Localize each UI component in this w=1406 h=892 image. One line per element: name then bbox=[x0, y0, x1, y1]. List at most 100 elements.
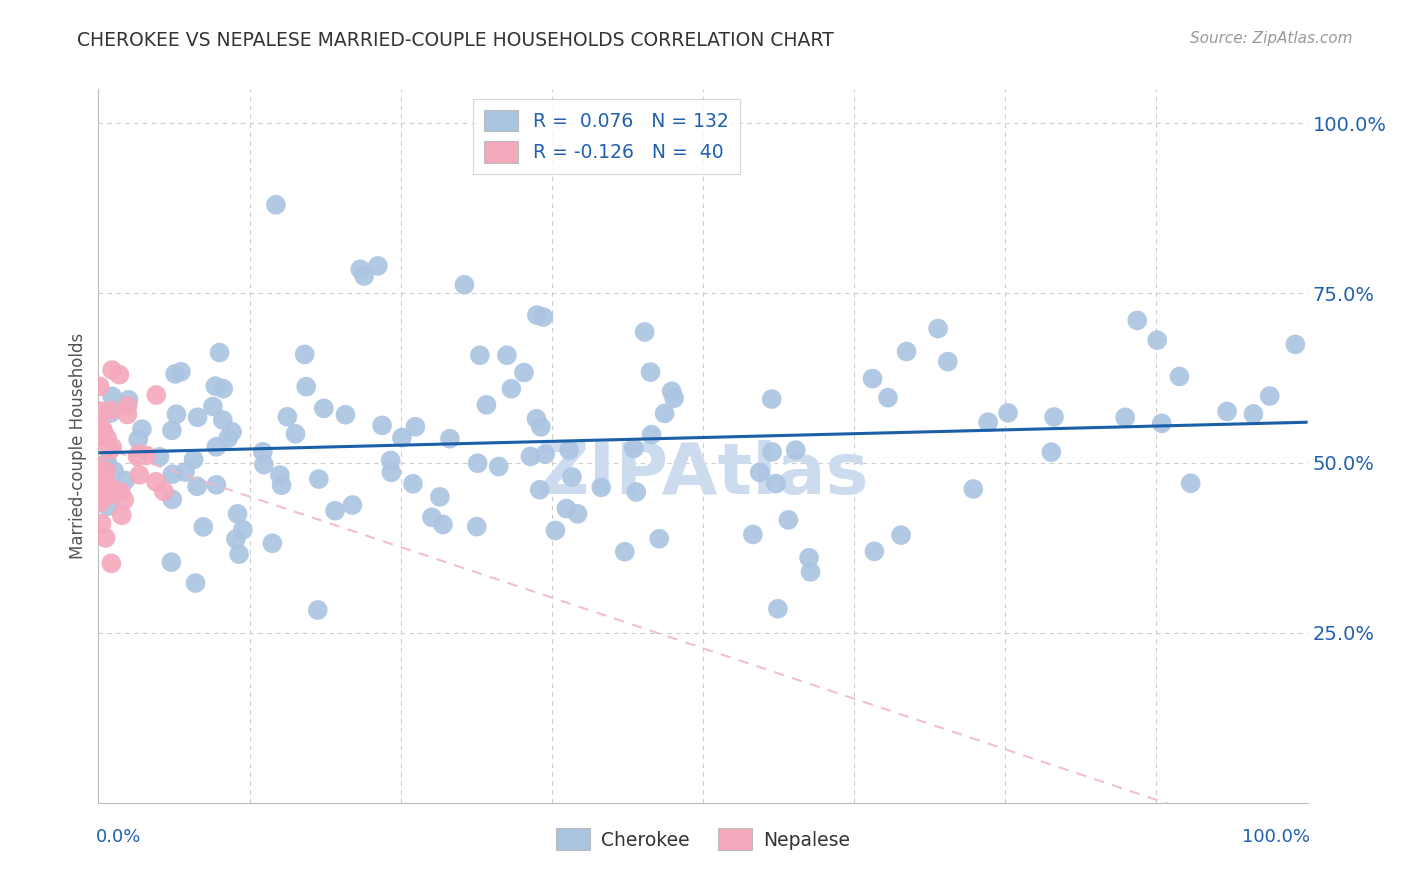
Point bbox=[131, 422, 153, 436]
Text: ZIPAtlas: ZIPAtlas bbox=[537, 440, 869, 509]
Point bbox=[90, 428, 112, 442]
Point bbox=[533, 310, 555, 324]
Text: CHEROKEE VS NEPALESE MARRIED-COUPLE HOUSEHOLDS CORRELATION CHART: CHEROKEE VS NEPALESE MARRIED-COUPLE HOUS… bbox=[77, 31, 834, 50]
Point bbox=[529, 483, 551, 497]
Point bbox=[100, 406, 122, 420]
Point bbox=[501, 382, 523, 396]
Point bbox=[488, 459, 510, 474]
Point bbox=[100, 403, 122, 417]
Point bbox=[640, 365, 662, 379]
Point bbox=[101, 487, 124, 501]
Point bbox=[128, 447, 150, 461]
Point bbox=[101, 389, 124, 403]
Point bbox=[526, 412, 548, 426]
Point bbox=[648, 532, 671, 546]
Point bbox=[380, 453, 402, 467]
Point bbox=[87, 418, 110, 433]
Point bbox=[91, 491, 114, 506]
Point bbox=[96, 431, 118, 445]
Point bbox=[90, 468, 112, 483]
Point bbox=[101, 363, 124, 377]
Point bbox=[513, 366, 536, 380]
Point bbox=[402, 476, 425, 491]
Point bbox=[208, 345, 231, 359]
Point bbox=[101, 440, 124, 454]
Point bbox=[662, 391, 685, 405]
Point bbox=[183, 452, 205, 467]
Point bbox=[558, 443, 581, 458]
Point bbox=[797, 550, 820, 565]
Point bbox=[97, 499, 120, 513]
Point bbox=[1258, 389, 1281, 403]
Point bbox=[100, 557, 122, 571]
Point bbox=[661, 384, 683, 399]
Point bbox=[96, 460, 118, 475]
Point bbox=[380, 466, 402, 480]
Point bbox=[896, 344, 918, 359]
Point bbox=[741, 527, 763, 541]
Point bbox=[232, 523, 254, 537]
Point bbox=[295, 380, 318, 394]
Point bbox=[87, 479, 110, 493]
Point bbox=[465, 519, 488, 533]
Point bbox=[170, 365, 193, 379]
Point bbox=[128, 467, 150, 482]
Point bbox=[761, 445, 783, 459]
Point bbox=[561, 470, 583, 484]
Point bbox=[145, 388, 167, 402]
Point bbox=[439, 432, 461, 446]
Point bbox=[90, 404, 112, 418]
Point bbox=[117, 408, 139, 422]
Point bbox=[117, 392, 139, 407]
Point bbox=[342, 498, 364, 512]
Point bbox=[936, 354, 959, 368]
Point bbox=[103, 464, 125, 478]
Point bbox=[162, 467, 184, 482]
Point bbox=[613, 545, 636, 559]
Point bbox=[1168, 369, 1191, 384]
Point bbox=[253, 458, 276, 472]
Point bbox=[165, 367, 187, 381]
Point bbox=[323, 504, 346, 518]
Point bbox=[1216, 404, 1239, 418]
Point bbox=[404, 419, 426, 434]
Point bbox=[312, 401, 335, 416]
Point bbox=[186, 479, 208, 493]
Point bbox=[98, 442, 121, 457]
Point bbox=[997, 406, 1019, 420]
Point bbox=[276, 409, 298, 424]
Point bbox=[862, 371, 884, 385]
Point bbox=[193, 520, 215, 534]
Point bbox=[91, 475, 114, 489]
Point bbox=[94, 531, 117, 545]
Point bbox=[353, 269, 375, 284]
Point bbox=[90, 469, 112, 483]
Text: Source: ZipAtlas.com: Source: ZipAtlas.com bbox=[1189, 31, 1353, 46]
Point bbox=[94, 475, 117, 490]
Point bbox=[165, 407, 187, 421]
Point bbox=[349, 262, 371, 277]
Point bbox=[420, 510, 443, 524]
Point bbox=[555, 501, 578, 516]
Point bbox=[429, 490, 451, 504]
Point bbox=[226, 507, 249, 521]
Point bbox=[519, 450, 541, 464]
Point bbox=[89, 379, 111, 393]
Point bbox=[626, 485, 648, 500]
Point bbox=[633, 325, 655, 339]
Point bbox=[591, 480, 613, 494]
Text: 100.0%: 100.0% bbox=[1241, 828, 1310, 846]
Point bbox=[90, 516, 112, 531]
Point bbox=[228, 547, 250, 561]
Point bbox=[204, 379, 226, 393]
Point bbox=[284, 426, 307, 441]
Point bbox=[110, 485, 132, 500]
Point bbox=[135, 449, 157, 463]
Point bbox=[87, 434, 110, 448]
Y-axis label: Married-couple Households: Married-couple Households bbox=[69, 333, 87, 559]
Point bbox=[205, 440, 228, 454]
Point bbox=[112, 493, 135, 508]
Point bbox=[87, 496, 110, 510]
Point bbox=[96, 464, 118, 478]
Point bbox=[475, 398, 498, 412]
